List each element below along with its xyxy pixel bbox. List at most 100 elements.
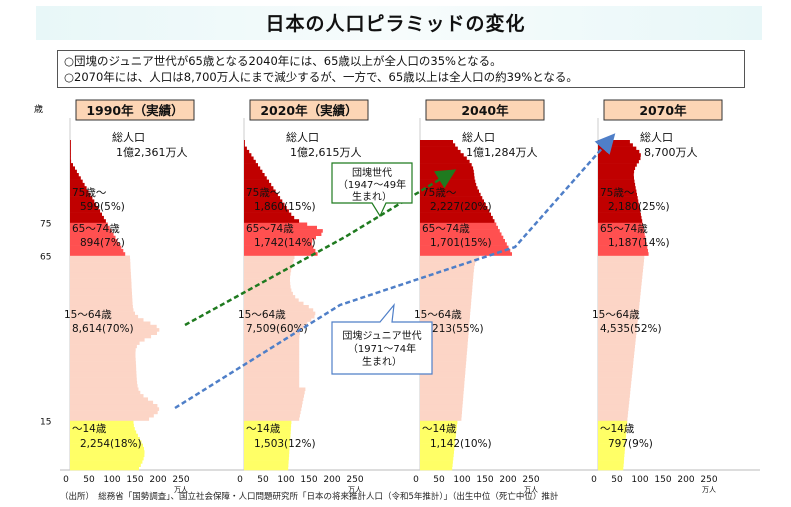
age-group-label: 15～64歳 [414,309,462,321]
age-bar [420,143,456,147]
age-bar [244,265,292,269]
age-bar [598,159,639,164]
x-tick-label: 150 [300,475,317,485]
age-bar [598,371,633,375]
age-bar [244,331,300,335]
x-tick-label: 250 [700,475,717,485]
age-bar [420,146,458,151]
age-bar [244,460,289,464]
age-bar [598,206,640,210]
age-group-value: 797(9%) [608,438,653,450]
age-bar [70,397,148,401]
age-bar [420,149,461,154]
age-bar [70,318,144,322]
age-bar [598,437,626,441]
age-bar [244,420,292,425]
age-bar [420,295,472,299]
age-bar [244,173,265,177]
age-bar [598,427,627,431]
x-tick-label: 150 [476,475,493,485]
age-bar [420,252,512,256]
age-bar [244,186,274,190]
age-bar [244,215,295,220]
age-bar [598,308,639,312]
age-bar [70,328,160,332]
age-bar [420,305,471,309]
age-bar [70,341,140,345]
age-bar [244,248,316,253]
x-tick-label: 0 [591,475,597,485]
age-bar [70,242,120,246]
age-bar [70,202,97,207]
age-bar [420,384,465,388]
year-header-label: 2020年（実績） [260,103,357,118]
age-bar [70,331,157,335]
age-bar [244,347,300,352]
age-bar [598,384,631,388]
year-header-box [425,99,545,121]
age-bar [598,380,632,385]
age-bar [244,291,293,296]
age-group-label: 15～64歳 [238,309,286,321]
age-bar [420,288,473,293]
age-bar [598,324,638,329]
age-group-label: 15～64歳 [592,309,640,321]
age-bar [70,179,83,184]
age-bar [244,192,278,197]
age-bar [70,173,79,177]
age-bar [598,440,626,444]
age-bar [598,248,648,253]
age-bar [70,239,118,243]
age-bar [420,417,462,421]
age-bar [244,298,299,302]
age-bar [70,427,135,431]
age-bar [598,252,649,256]
age-bar [598,199,639,203]
age-bar [244,199,283,203]
age-bar [598,202,639,207]
age-bar [420,232,502,236]
callout-line: （1971～74年 [348,342,416,355]
age-bar [70,278,132,283]
age-bar [244,430,291,434]
age-bar [244,387,306,392]
age-bar [598,334,637,339]
age-bar [598,163,637,167]
age-bar [420,407,463,411]
age-bar [244,278,290,283]
age-bar [420,225,498,230]
age-bar [598,410,629,415]
age-bar [244,179,269,184]
age-bar [420,410,462,415]
age-bar [244,255,295,260]
year-header-label: 2070年 [639,103,687,118]
age-bar [598,140,630,144]
age-bar [420,245,509,250]
age-bar [420,189,479,194]
age-bar [420,423,457,428]
age-bar [244,440,290,444]
age-bar [420,153,464,157]
age-bar [420,324,470,329]
age-bar [598,397,630,401]
age-bar [420,440,456,444]
age-bar [70,140,71,144]
total-population-label: 総人口 [112,130,145,144]
age-bar [420,173,475,177]
age-bar [420,354,467,359]
age-bar [420,255,480,260]
age-bar [244,380,300,385]
age-bar [244,268,292,273]
age-bar [598,344,635,349]
age-bar [244,314,315,319]
age-bar [420,212,491,217]
age-bar [420,206,488,210]
age-bar [420,413,462,418]
age-bar [598,212,641,217]
age-bar [70,255,130,260]
age-bar [244,285,291,289]
age-bar [244,413,300,418]
